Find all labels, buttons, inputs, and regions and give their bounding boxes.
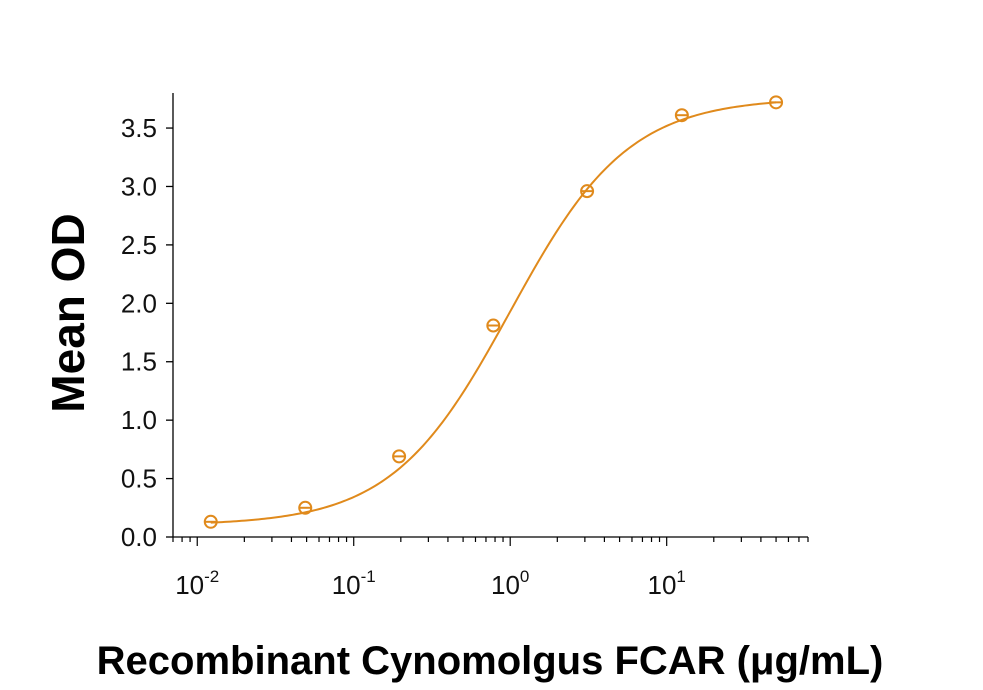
x-tick-label: 10-2 [175,567,219,600]
y-tick-label: 1.0 [121,405,157,435]
data-point [769,95,784,110]
x-tick-label: 101 [647,567,685,600]
data-point [298,500,313,515]
x-axis-title: Recombinant Cynomolgus FCAR (μg/mL) [97,639,884,683]
tick-labels: 0.0 0.5 1.0 1.5 2.0 2.5 3.0 3.5 10-2 10-1 100 101 [121,113,686,600]
fit-curve-layer [210,101,777,524]
y-tick-label: 0.5 [121,464,157,494]
x-tick-label: 100 [491,567,529,600]
y-tick-label: 0.0 [121,522,157,552]
fit-curve [210,101,777,524]
y-tick-label: 3.5 [121,113,157,143]
y-axis-title: Mean OD [42,213,94,412]
data-point [674,108,689,123]
y-tick-label: 3.0 [121,171,157,201]
y-tick-label: 2.5 [121,230,157,260]
data-point [203,514,218,529]
axes [166,93,809,546]
y-tick-label: 1.5 [121,347,157,377]
x-tick-label: 10-1 [332,567,376,600]
data-point [580,184,595,199]
data-point [486,318,501,333]
y-tick-label: 2.0 [121,288,157,318]
data-points-layer [203,95,784,529]
data-point [392,449,407,464]
